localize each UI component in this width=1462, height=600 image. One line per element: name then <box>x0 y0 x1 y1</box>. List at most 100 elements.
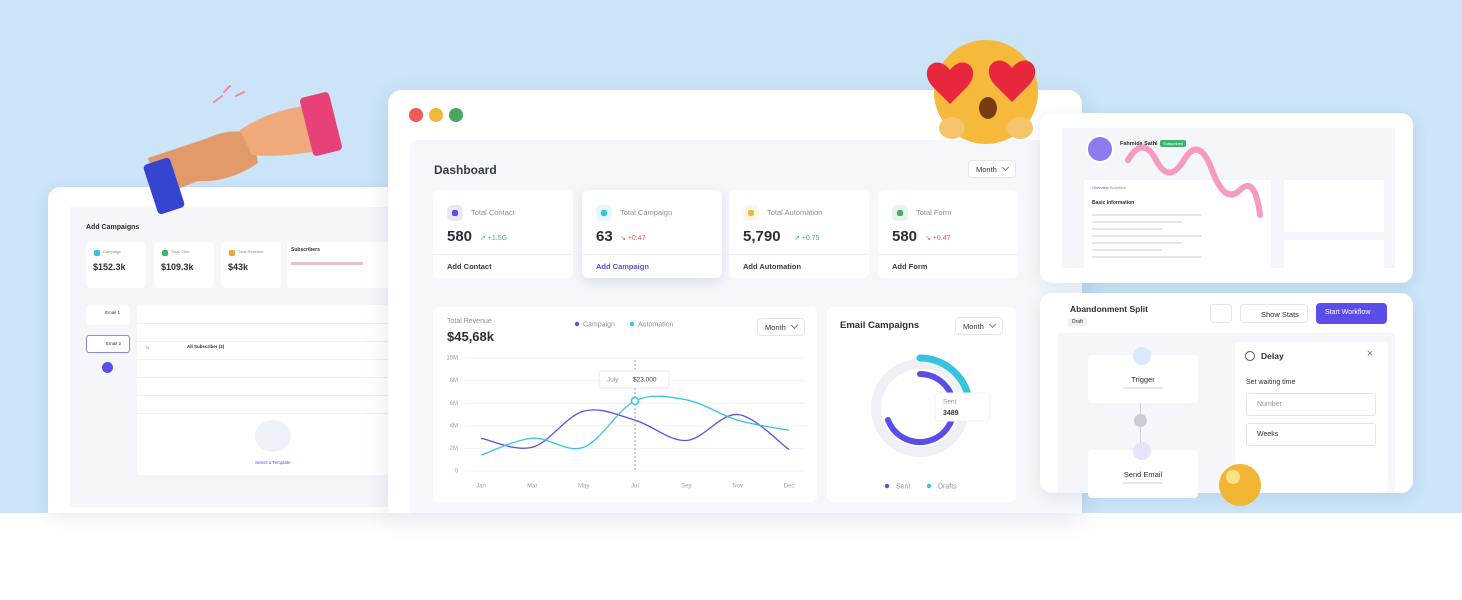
card-label: Total Contact <box>471 208 515 217</box>
dropdown-label: Month <box>963 322 984 331</box>
email-step[interactable]: Email 1 <box>86 305 130 325</box>
stat-icon <box>94 250 100 256</box>
info-line <box>1092 228 1162 230</box>
stat-card: Total Contact 580 ↗ +1.5G Add Contact <box>433 190 573 278</box>
window-dot <box>409 108 423 122</box>
stat-card: Total Automation 5,790 ↗ +0.75 Add Automati… <box>729 190 869 278</box>
card-change: ↗ +1.5G <box>480 235 508 242</box>
form-row <box>137 341 392 342</box>
card-divider <box>582 254 722 255</box>
button-label: Start Workflow <box>1325 309 1371 316</box>
profile-info-box <box>1084 180 1271 268</box>
to-value: All Subscriber (2) <box>187 344 225 349</box>
card-action[interactable]: Add Automation <box>743 262 802 271</box>
info-line <box>1092 235 1202 237</box>
close-button[interactable]: × <box>1366 348 1374 360</box>
dropdown-caret <box>1001 163 1010 172</box>
campaign-title: Add Campaigns <box>86 224 140 231</box>
card-value: 63 <box>596 228 613 245</box>
stat-label: Campaign <box>103 249 122 254</box>
node-underline <box>1123 482 1163 484</box>
profile-section: Basic Information <box>1092 200 1135 206</box>
workflow-title: Abandonment Split <box>1070 304 1148 314</box>
revenue-total: $45,68k <box>447 329 494 344</box>
email-label: Email 1 <box>105 310 121 315</box>
dashboard-title: Dashboard <box>434 163 497 177</box>
node-label: Send Email <box>1123 470 1163 479</box>
more-button[interactable] <box>1210 304 1232 323</box>
workflow-status: Draft <box>1068 318 1087 326</box>
info-line <box>1092 256 1202 258</box>
dropdown-caret <box>988 320 997 329</box>
card-label: Total Automation <box>767 208 823 217</box>
wait-label: Set waiting time <box>1246 379 1296 386</box>
dropdown-label: Month <box>765 323 786 332</box>
node-label: Trigger <box>1131 375 1155 384</box>
stat-value: $43k <box>228 262 249 272</box>
stat-card: Total Campaign 63 ↘ +0.47 Add Campaign <box>582 190 722 278</box>
profile-tab[interactable]: Activities <box>1110 185 1126 190</box>
select-value: Weeks <box>1257 431 1279 438</box>
email-step[interactable]: Email 2 <box>86 335 130 353</box>
add-step[interactable] <box>102 362 113 373</box>
stat-label: Total Revenue <box>238 249 264 254</box>
delay-icon <box>1245 351 1255 361</box>
email-period-dropdown[interactable]: Month <box>955 317 1003 335</box>
workflow-node[interactable]: Trigger <box>1088 347 1198 403</box>
form-row <box>137 359 392 360</box>
number-input[interactable]: Number <box>1246 393 1376 416</box>
dropdown-caret <box>790 321 799 330</box>
stat-label: Total Click <box>171 249 190 254</box>
period-dropdown[interactable]: Month <box>968 160 1016 178</box>
profile-name: Fahmida Sathi <box>1120 141 1158 147</box>
card-icon-glyph <box>601 210 607 216</box>
subscribers-title: Subscribers <box>291 247 320 253</box>
email-panel <box>827 307 1016 502</box>
info-line <box>1092 214 1202 216</box>
delay-panel: Delay × Set waiting time Number Weeks <box>1235 342 1388 493</box>
card-label: Total Form <box>916 208 952 217</box>
workflow-node[interactable]: Send Email <box>1088 442 1198 498</box>
revenue-period-dropdown[interactable]: Month <box>757 318 805 336</box>
delay-title: Delay <box>1261 351 1284 361</box>
show-stats-button[interactable]: Show Stats <box>1240 304 1308 323</box>
card-value: 580 <box>892 228 918 245</box>
card-action[interactable]: Add Campaign <box>596 262 649 271</box>
form-row <box>137 377 392 378</box>
card-divider <box>878 254 1018 255</box>
stat-icon <box>162 250 168 256</box>
form-row <box>137 413 392 414</box>
card-icon-glyph <box>452 210 458 216</box>
card-label: Total Campaign <box>620 208 673 217</box>
profile-tab[interactable]: Overview <box>1092 185 1109 190</box>
template-link[interactable]: Select a Template <box>255 460 291 465</box>
card-icon-glyph <box>897 210 903 216</box>
avatar <box>1086 135 1114 163</box>
dropdown-label: Month <box>976 165 997 174</box>
profile-lists <box>1284 240 1384 268</box>
card-icon-glyph <box>748 210 754 216</box>
template-preview <box>255 420 291 452</box>
subscribers-box: Subscribers <box>287 242 397 288</box>
node-icon <box>1133 347 1151 365</box>
card-action[interactable]: Add Form <box>892 262 928 271</box>
card-change: ↘ +0.47 <box>925 235 951 242</box>
form-row <box>137 395 392 396</box>
window-dot <box>449 108 463 122</box>
card-divider <box>729 254 869 255</box>
profile-badge: Subscribed <box>1160 140 1187 147</box>
stat-box: Campaign $152.3k <box>86 242 146 288</box>
window-dot <box>429 108 443 122</box>
info-line <box>1092 221 1182 223</box>
stat-box: Total Revenue $43k <box>221 242 281 288</box>
stat-icon <box>229 250 235 256</box>
start-workflow-button[interactable]: Start Workflow <box>1316 303 1387 324</box>
stat-card: Total Form 580 ↘ +0.47 Add Form <box>878 190 1018 278</box>
unit-select[interactable]: Weeks <box>1246 423 1376 446</box>
node-underline <box>1123 387 1163 389</box>
add-node[interactable] <box>1134 414 1147 427</box>
form-row <box>137 323 392 324</box>
card-action[interactable]: Add Contact <box>447 262 492 271</box>
